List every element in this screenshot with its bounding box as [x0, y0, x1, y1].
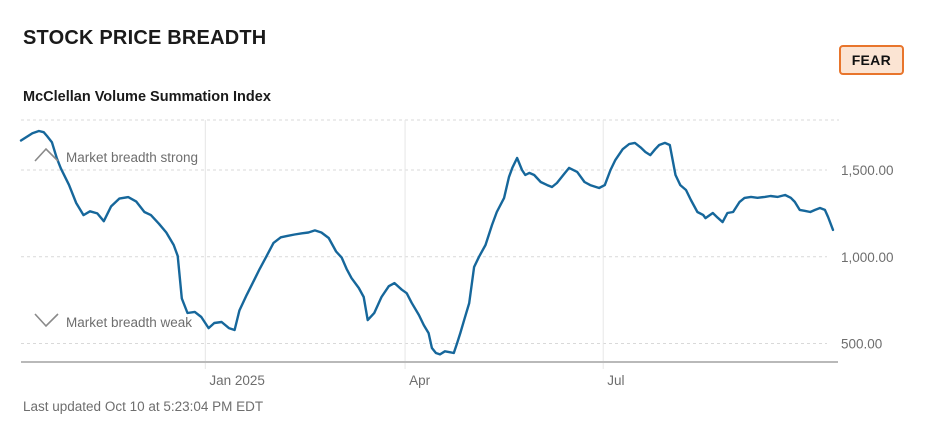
chevron-down-icon: [34, 313, 59, 328]
chevron-up-icon: [34, 147, 59, 162]
annotation-breadth-strong: Market breadth strong: [66, 150, 199, 165]
page-title: STOCK PRICE BREADTH: [23, 27, 267, 49]
y-axis-label: 1,500.00: [841, 163, 894, 178]
x-axis-label: Jul: [607, 373, 624, 388]
fear-status-badge: FEAR: [838, 45, 904, 75]
annotation-breadth-weak: Market breadth weak: [66, 315, 193, 330]
y-axis-label: 500.00: [841, 337, 882, 352]
last-updated-text: Last updated Oct 10 at 5:23:04 PM EDT: [23, 399, 264, 414]
chart-title: McClellan Volume Summation Index: [23, 89, 271, 105]
index-line[interactable]: [19, 129, 835, 356]
x-axis-label: Apr: [409, 373, 431, 388]
y-axis-label: 1,000.00: [841, 250, 894, 265]
x-axis-label: Jan 2025: [209, 373, 265, 388]
